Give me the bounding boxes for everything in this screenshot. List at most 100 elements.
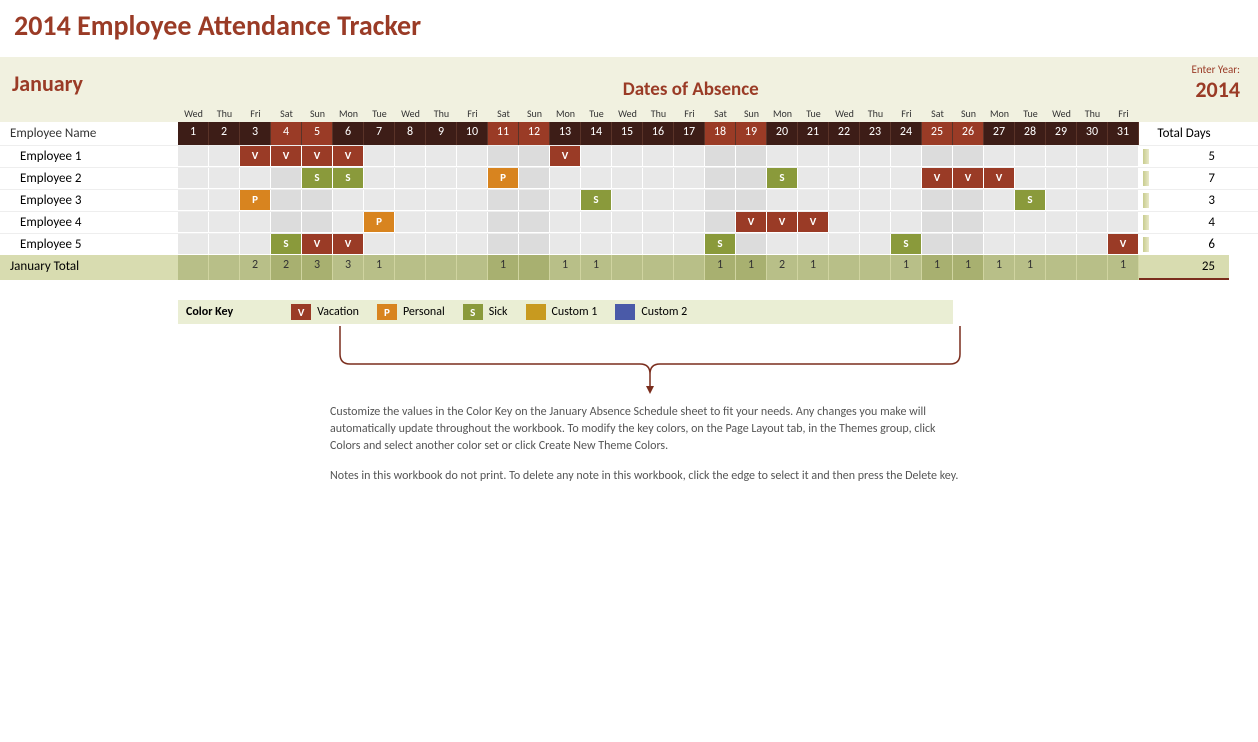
attendance-cell[interactable] [674,168,705,188]
date-header-cell[interactable]: 4 [271,122,302,145]
attendance-cell[interactable] [643,146,674,166]
date-header-cell[interactable]: 18 [705,122,736,145]
attendance-cell[interactable] [240,212,271,232]
date-header-cell[interactable]: 28 [1015,122,1046,145]
attendance-cell[interactable] [209,212,240,232]
attendance-cell[interactable] [736,190,767,210]
attendance-cell[interactable] [767,146,798,166]
employee-name-cell[interactable]: Employee 3 [0,190,178,211]
attendance-cell[interactable] [798,168,829,188]
attendance-cell[interactable] [1108,190,1139,210]
attendance-cell[interactable] [953,212,984,232]
attendance-cell[interactable] [333,190,364,210]
attendance-cell[interactable] [395,234,426,254]
attendance-cell[interactable] [860,190,891,210]
attendance-cell[interactable] [705,212,736,232]
attendance-cell[interactable] [736,168,767,188]
attendance-cell[interactable] [1108,212,1139,232]
attendance-cell[interactable] [1046,234,1077,254]
attendance-cell[interactable] [581,146,612,166]
attendance-cell[interactable] [705,190,736,210]
attendance-cell[interactable] [488,212,519,232]
attendance-cell[interactable] [457,190,488,210]
attendance-cell[interactable] [1077,234,1108,254]
attendance-cell[interactable] [519,212,550,232]
attendance-cell[interactable] [1108,168,1139,188]
attendance-cell[interactable] [984,212,1015,232]
attendance-cell[interactable] [519,234,550,254]
attendance-cell[interactable] [364,190,395,210]
attendance-cell[interactable] [860,234,891,254]
attendance-cell[interactable]: V [333,146,364,166]
attendance-cell[interactable] [829,234,860,254]
attendance-cell[interactable] [1046,168,1077,188]
attendance-cell[interactable] [922,212,953,232]
date-header-cell[interactable]: 12 [519,122,550,145]
attendance-cell[interactable]: V [240,146,271,166]
date-header-cell[interactable]: 31 [1108,122,1139,145]
attendance-cell[interactable] [1046,146,1077,166]
attendance-cell[interactable] [1015,146,1046,166]
attendance-cell[interactable] [271,212,302,232]
attendance-cell[interactable] [426,190,457,210]
attendance-cell[interactable] [209,190,240,210]
attendance-cell[interactable]: S [581,190,612,210]
attendance-cell[interactable] [829,190,860,210]
attendance-cell[interactable] [643,168,674,188]
attendance-cell[interactable]: V [984,168,1015,188]
attendance-cell[interactable] [829,212,860,232]
date-header-cell[interactable]: 5 [302,122,333,145]
attendance-cell[interactable] [674,212,705,232]
attendance-cell[interactable] [178,212,209,232]
attendance-cell[interactable]: V [736,212,767,232]
attendance-cell[interactable]: S [333,168,364,188]
attendance-cell[interactable] [271,168,302,188]
date-header-cell[interactable]: 1 [178,122,209,145]
attendance-cell[interactable] [333,212,364,232]
attendance-cell[interactable] [488,234,519,254]
date-header-cell[interactable]: 24 [891,122,922,145]
attendance-cell[interactable] [1077,212,1108,232]
attendance-cell[interactable] [178,168,209,188]
attendance-cell[interactable] [302,190,333,210]
attendance-cell[interactable]: V [271,146,302,166]
attendance-cell[interactable] [984,146,1015,166]
date-header-cell[interactable]: 23 [860,122,891,145]
attendance-cell[interactable]: V [953,168,984,188]
attendance-cell[interactable]: P [364,212,395,232]
attendance-cell[interactable] [426,212,457,232]
attendance-cell[interactable] [426,234,457,254]
attendance-cell[interactable] [457,168,488,188]
attendance-cell[interactable] [612,234,643,254]
attendance-cell[interactable] [860,168,891,188]
attendance-cell[interactable] [1077,146,1108,166]
attendance-cell[interactable] [643,212,674,232]
date-header-cell[interactable]: 21 [798,122,829,145]
attendance-cell[interactable] [457,146,488,166]
attendance-cell[interactable] [612,212,643,232]
attendance-cell[interactable] [364,234,395,254]
attendance-cell[interactable] [674,234,705,254]
date-header-cell[interactable]: 8 [395,122,426,145]
year-value[interactable]: 2014 [1191,76,1240,103]
attendance-cell[interactable] [705,168,736,188]
attendance-cell[interactable]: S [705,234,736,254]
attendance-cell[interactable] [178,190,209,210]
attendance-cell[interactable] [550,168,581,188]
date-header-cell[interactable]: 3 [240,122,271,145]
date-header-cell[interactable]: 9 [426,122,457,145]
attendance-cell[interactable] [488,190,519,210]
attendance-cell[interactable] [736,234,767,254]
date-header-cell[interactable]: 27 [984,122,1015,145]
attendance-cell[interactable]: S [767,168,798,188]
attendance-cell[interactable] [271,190,302,210]
attendance-cell[interactable] [674,146,705,166]
attendance-cell[interactable]: V [798,212,829,232]
attendance-cell[interactable] [209,168,240,188]
attendance-cell[interactable] [612,168,643,188]
attendance-cell[interactable] [829,168,860,188]
attendance-cell[interactable] [1015,212,1046,232]
attendance-cell[interactable] [891,190,922,210]
employee-name-cell[interactable]: Employee 2 [0,168,178,189]
date-header-cell[interactable]: 26 [953,122,984,145]
